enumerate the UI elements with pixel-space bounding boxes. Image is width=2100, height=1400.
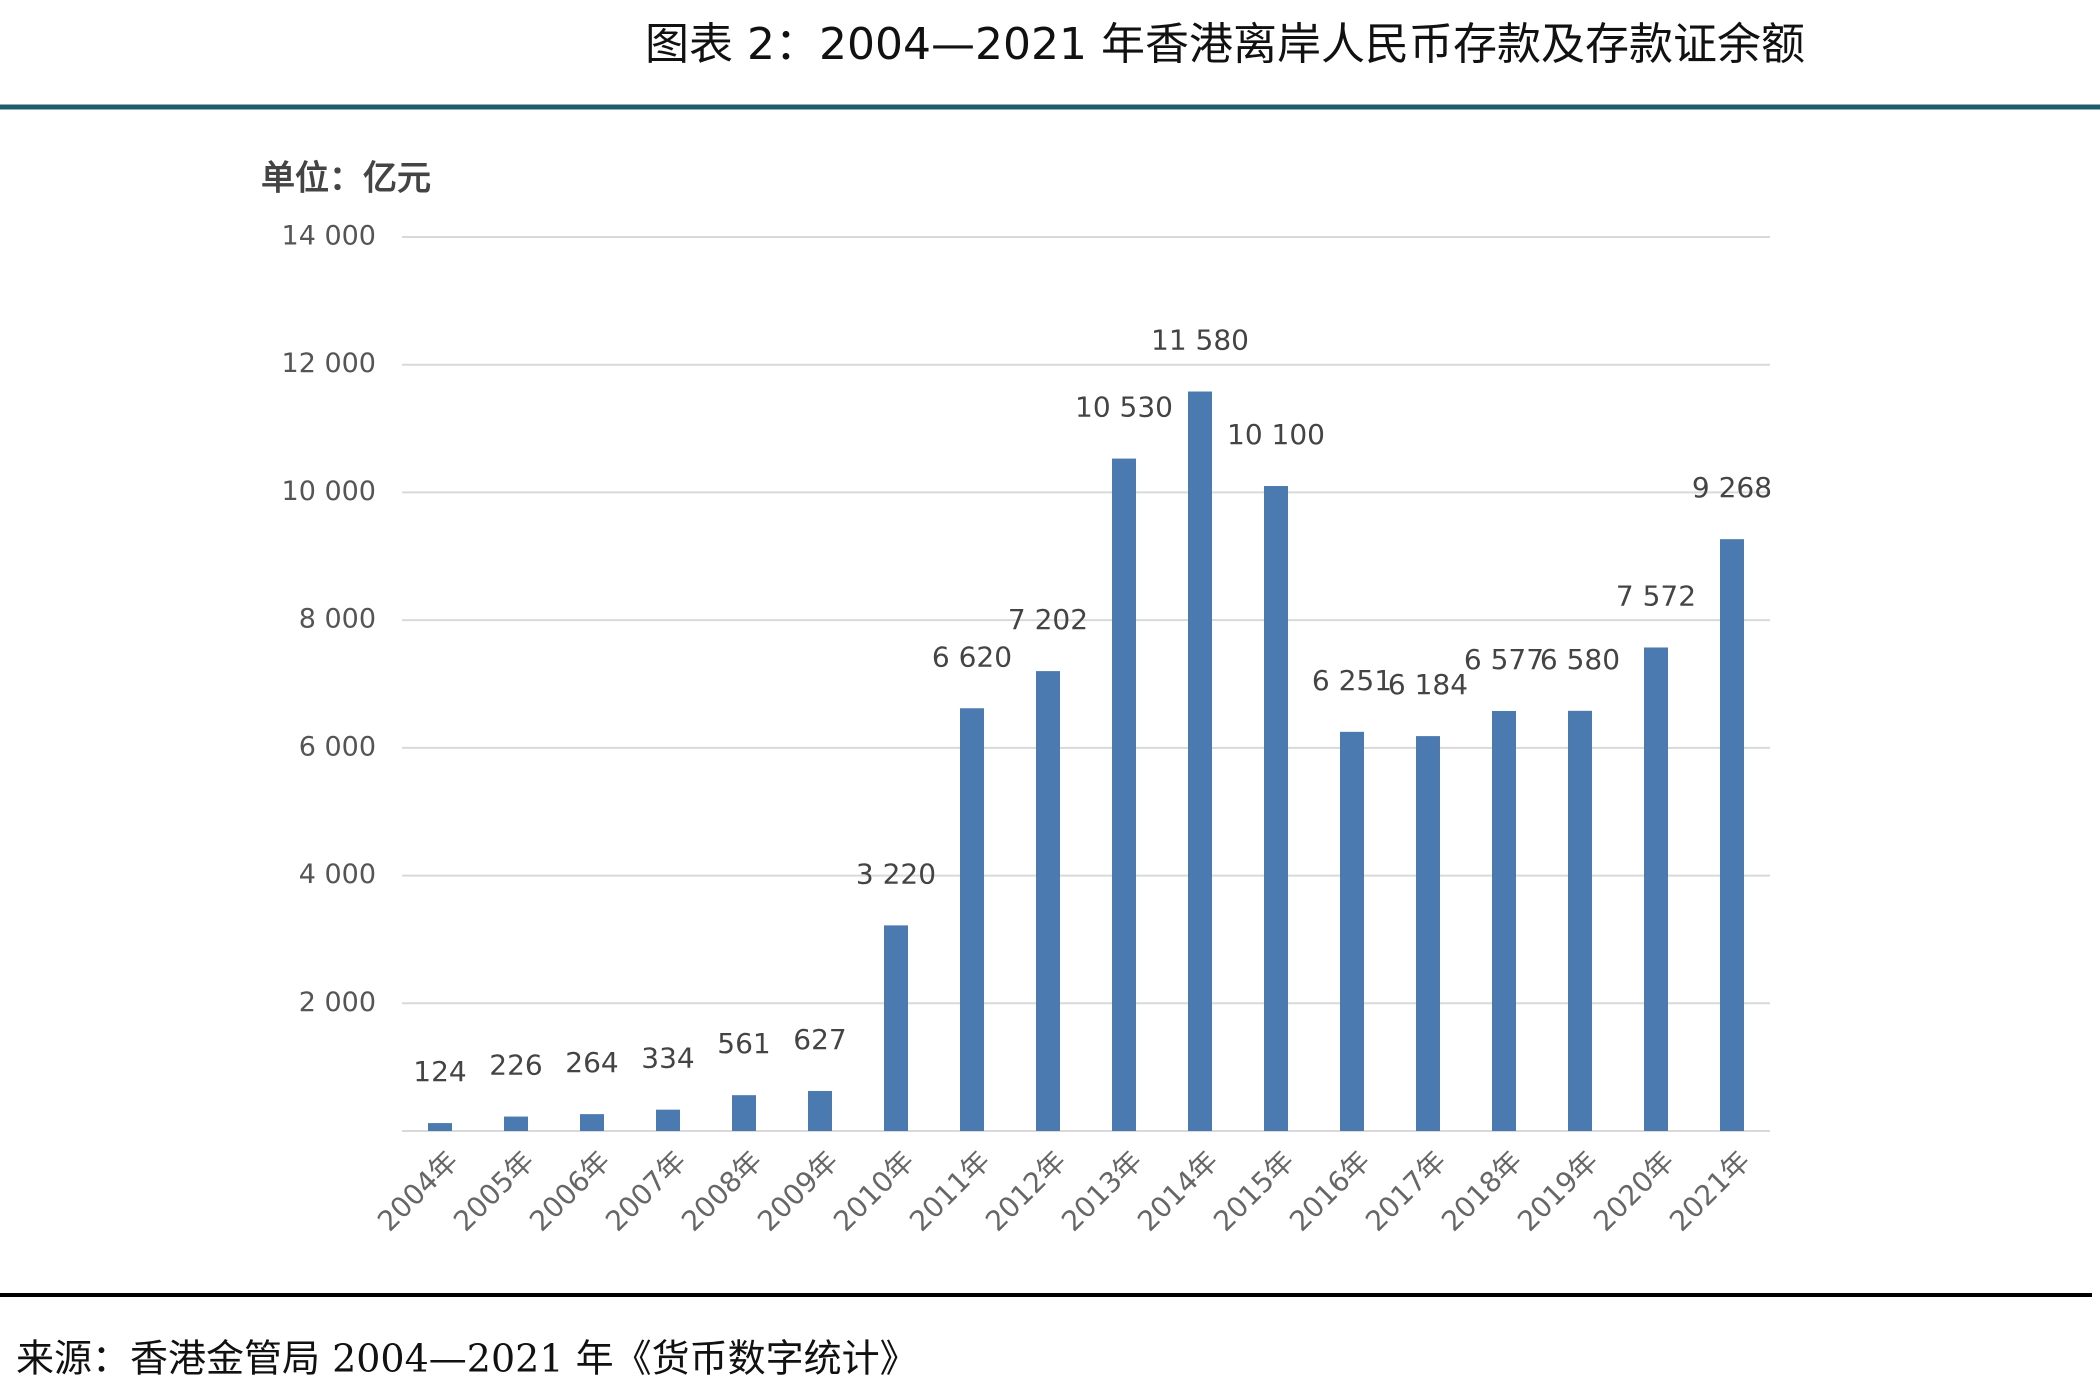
x-tick-label: 2006年 xyxy=(523,1144,617,1238)
data-label: 9 268 xyxy=(1692,471,1772,504)
data-label: 264 xyxy=(565,1046,618,1079)
data-label: 6 620 xyxy=(932,640,1012,673)
bar xyxy=(960,708,984,1131)
x-tick-label: 2021年 xyxy=(1663,1144,1757,1238)
x-tick-label: 2007年 xyxy=(599,1144,693,1238)
data-label: 124 xyxy=(413,1055,466,1088)
data-label: 7 202 xyxy=(1008,603,1088,636)
y-tick-label: 6 000 xyxy=(299,731,376,762)
bar xyxy=(1112,458,1136,1131)
data-label: 11 580 xyxy=(1151,324,1249,357)
x-tick-label: 2017年 xyxy=(1359,1144,1453,1238)
x-tick-label: 2018年 xyxy=(1435,1144,1529,1238)
unit-label: 单位：亿元 xyxy=(261,159,431,199)
data-label: 10 100 xyxy=(1227,418,1325,451)
x-tick-label: 2015年 xyxy=(1207,1144,1301,1238)
bar xyxy=(1264,486,1288,1131)
data-label: 7 572 xyxy=(1616,579,1696,612)
bar xyxy=(1568,710,1592,1131)
bar xyxy=(1036,671,1060,1131)
source-note: 来源：香港金管局 2004—2021 年《货币数字统计》 xyxy=(16,1337,918,1381)
x-tick-label: 2008年 xyxy=(675,1144,769,1238)
data-label: 6 251 xyxy=(1312,664,1392,697)
bar xyxy=(1644,647,1668,1131)
data-label: 627 xyxy=(793,1023,846,1056)
y-tick-label: 2 000 xyxy=(299,987,376,1018)
bar xyxy=(580,1114,604,1131)
x-tick-label: 2010年 xyxy=(827,1144,921,1238)
bar xyxy=(656,1109,680,1131)
y-tick-label: 12 000 xyxy=(282,348,376,379)
bar xyxy=(808,1090,832,1131)
y-tick-label: 14 000 xyxy=(282,221,376,252)
y-tick-label: 8 000 xyxy=(299,604,376,635)
bar xyxy=(732,1095,756,1131)
data-label: 6 580 xyxy=(1540,643,1620,676)
data-label: 226 xyxy=(489,1049,542,1082)
bar xyxy=(1720,539,1744,1131)
y-tick-label: 4 000 xyxy=(299,859,376,890)
bar xyxy=(428,1123,452,1131)
bar xyxy=(1340,731,1364,1131)
bar xyxy=(1492,711,1516,1131)
x-tick-label: 2014年 xyxy=(1131,1144,1225,1238)
x-tick-label: 2020年 xyxy=(1587,1144,1681,1238)
data-label: 10 530 xyxy=(1075,391,1173,424)
x-tick-label: 2004年 xyxy=(371,1144,465,1238)
x-tick-label: 2009年 xyxy=(751,1144,845,1238)
chart-title: 图表 2：2004—2021 年香港离岸人民币存款及存款证余额 xyxy=(645,19,1805,70)
bar xyxy=(1188,391,1212,1131)
x-tick-label: 2012年 xyxy=(979,1144,1073,1238)
data-label: 561 xyxy=(717,1027,770,1060)
data-label: 6 184 xyxy=(1388,668,1468,701)
x-tick-label: 2005年 xyxy=(447,1144,541,1238)
data-label: 6 577 xyxy=(1464,643,1544,676)
x-tick-label: 2011年 xyxy=(903,1144,997,1238)
bar xyxy=(1416,736,1440,1131)
y-tick-label: 10 000 xyxy=(282,476,376,507)
x-tick-label: 2013年 xyxy=(1055,1144,1149,1238)
bar xyxy=(504,1116,528,1131)
x-tick-label: 2019年 xyxy=(1511,1144,1605,1238)
data-label: 3 220 xyxy=(856,857,936,890)
bar xyxy=(884,925,908,1131)
x-tick-label: 2016年 xyxy=(1283,1144,1377,1238)
data-label: 334 xyxy=(641,1042,694,1075)
